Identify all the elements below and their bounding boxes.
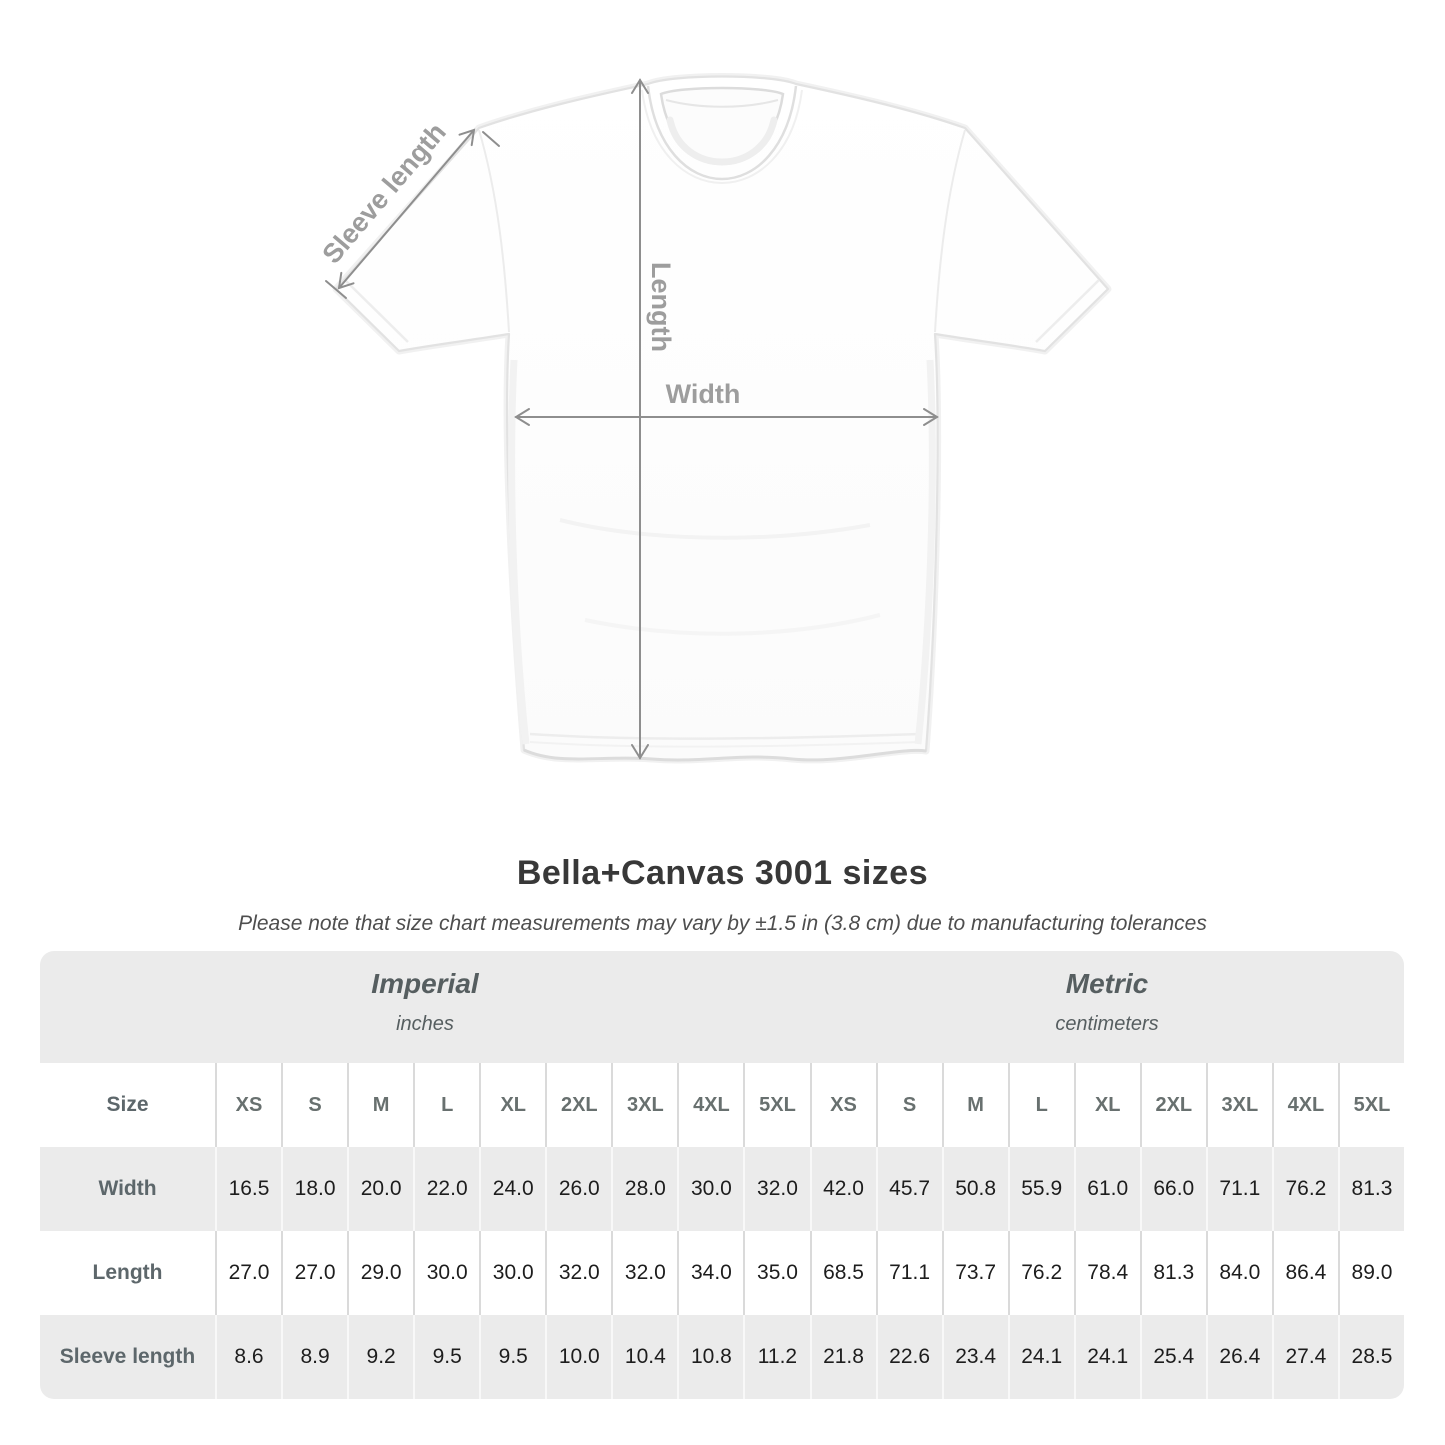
measurement-value: 73.7 <box>941 1231 1008 1315</box>
measurement-value: 26.4 <box>1205 1315 1272 1399</box>
size-header-row: Size XS S M L XL 2XL 3XL 4XL 5XL XS S M L XL 2XL 3XL 4XL… <box>40 1063 1404 1147</box>
size-header-metric-l: L <box>1007 1063 1074 1147</box>
sleeve-length-arrow <box>325 128 500 299</box>
measurement-value: 86.4 <box>1271 1231 1338 1315</box>
measurement-value: 89.0 <box>1337 1231 1404 1315</box>
measurement-value: 9.2 <box>347 1315 413 1399</box>
size-header-imperial-2xl: 2XL <box>545 1063 611 1147</box>
measurement-value: 81.3 <box>1139 1231 1206 1315</box>
measurement-value: 10.0 <box>545 1315 611 1399</box>
size-header-imperial-m: M <box>347 1063 413 1147</box>
size-header-metric-2xl: 2XL <box>1139 1063 1206 1147</box>
size-header-imperial-l: L <box>413 1063 479 1147</box>
measurement-value: 22.6 <box>875 1315 942 1399</box>
measurement-value: 21.8 <box>809 1315 876 1399</box>
size-header-imperial-4xl: 4XL <box>677 1063 743 1147</box>
measurement-value: 71.1 <box>1205 1147 1272 1231</box>
size-header-imperial-5xl: 5XL <box>743 1063 809 1147</box>
size-header-metric-xs: XS <box>809 1063 876 1147</box>
tshirt-measurement-diagram: Length Width Sleeve length <box>316 73 1112 764</box>
length-arrow <box>631 78 649 760</box>
measurement-value: 32.0 <box>545 1231 611 1315</box>
measurement-row-width: Width 16.5 18.0 20.0 22.0 24.0 26.0 28.0 30.0 32.… <box>40 1147 1404 1231</box>
row-label: Sleeve length <box>59 1345 196 1368</box>
measurement-value: 45.7 <box>875 1147 942 1231</box>
measurement-value: 16.5 <box>215 1147 281 1231</box>
measurement-value: 10.8 <box>677 1315 743 1399</box>
measurement-value: 29.0 <box>347 1231 413 1315</box>
measurement-value: 76.2 <box>1007 1231 1074 1315</box>
measurement-row-sleeve-length: Sleeve length 8.6 8.9 9.2 9.5 9.5 10.0 10.4 10.8… <box>40 1315 1404 1399</box>
size-header-metric-m: M <box>941 1063 1008 1147</box>
imperial-title: Imperial <box>371 968 479 999</box>
measurement-value: 26.0 <box>545 1147 611 1231</box>
measurement-value: 24.1 <box>1073 1315 1140 1399</box>
tshirt-collar <box>641 85 803 184</box>
measurement-value: 9.5 <box>413 1315 479 1399</box>
measurement-value: 34.0 <box>677 1231 743 1315</box>
size-header-metric-s: S <box>875 1063 942 1147</box>
row-label: Length <box>92 1261 163 1284</box>
measurement-value: 9.5 <box>479 1315 545 1399</box>
measurement-value: 8.9 <box>281 1315 347 1399</box>
page-title: Bella+Canvas 3001 sizes <box>516 854 929 892</box>
size-header-metric-xl: XL <box>1073 1063 1140 1147</box>
measurement-value: 35.0 <box>743 1231 809 1315</box>
measurement-value: 28.0 <box>611 1147 677 1231</box>
measurement-value: 25.4 <box>1139 1315 1206 1399</box>
metric-unit: centimeters <box>1055 1013 1159 1035</box>
measurement-value: 50.8 <box>941 1147 1008 1231</box>
measurement-value: 20.0 <box>347 1147 413 1231</box>
measurement-value: 27.0 <box>281 1231 347 1315</box>
measurement-value: 10.4 <box>611 1315 677 1399</box>
row-label: Width <box>98 1177 157 1200</box>
size-header-metric-3xl: 3XL <box>1205 1063 1272 1147</box>
imperial-unit: inches <box>396 1013 454 1035</box>
unit-header-band: Imperial inches Metric centimeters <box>40 951 1404 1063</box>
measurement-value: 8.6 <box>215 1315 281 1399</box>
measurement-value: 24.0 <box>479 1147 545 1231</box>
metric-header: Metric centimeters <box>810 951 1404 1063</box>
measurement-value: 24.1 <box>1007 1315 1074 1399</box>
width-arrow <box>514 408 939 426</box>
imperial-header: Imperial inches <box>40 951 810 1063</box>
measurement-value: 27.0 <box>215 1231 281 1315</box>
measurement-value: 81.3 <box>1337 1147 1404 1231</box>
measurement-value: 66.0 <box>1139 1147 1206 1231</box>
measurement-value: 23.4 <box>941 1315 1008 1399</box>
measurement-value: 30.0 <box>677 1147 743 1231</box>
measurement-value: 84.0 <box>1205 1231 1272 1315</box>
size-header-imperial-s: S <box>281 1063 347 1147</box>
width-label: Width <box>666 379 741 409</box>
size-header-imperial-xl: XL <box>479 1063 545 1147</box>
measurement-row-length: Length 27.0 27.0 29.0 30.0 30.0 32.0 32.0 34.0 35… <box>40 1231 1404 1315</box>
measurement-value: 78.4 <box>1073 1231 1140 1315</box>
measurement-value: 18.0 <box>281 1147 347 1231</box>
measurement-value: 55.9 <box>1007 1147 1074 1231</box>
measurement-value: 61.0 <box>1073 1147 1140 1231</box>
measurement-value: 76.2 <box>1271 1147 1338 1231</box>
metric-title: Metric <box>1065 968 1149 999</box>
measurement-value: 68.5 <box>809 1231 876 1315</box>
size-header-metric-5xl: 5XL <box>1337 1063 1404 1147</box>
measurement-value: 28.5 <box>1337 1315 1404 1399</box>
size-header-imperial-xs: XS <box>215 1063 281 1147</box>
measurement-value: 30.0 <box>413 1231 479 1315</box>
size-header-metric-4xl: 4XL <box>1271 1063 1338 1147</box>
measurement-value: 27.4 <box>1271 1315 1338 1399</box>
measurement-value: 32.0 <box>611 1231 677 1315</box>
measurement-value: 71.1 <box>875 1231 942 1315</box>
measurement-value: 42.0 <box>809 1147 876 1231</box>
size-header-imperial-3xl: 3XL <box>611 1063 677 1147</box>
length-label: Length <box>646 262 676 352</box>
measurement-value: 32.0 <box>743 1147 809 1231</box>
size-table: Imperial inches Metric centimeters Size … <box>40 951 1404 1399</box>
page-subtitle: Please note that size chart measurements… <box>238 912 1207 935</box>
size-column-header: Size <box>106 1093 149 1116</box>
tshirt-seams <box>344 129 1100 762</box>
measurement-value: 11.2 <box>743 1315 809 1399</box>
measurement-value: 30.0 <box>479 1231 545 1315</box>
measurement-value: 22.0 <box>413 1147 479 1231</box>
